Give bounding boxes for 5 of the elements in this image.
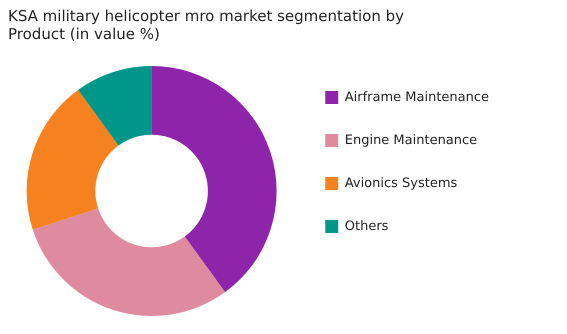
legend-label: Avionics Systems [344, 176, 458, 191]
legend-label: Others [344, 218, 389, 234]
legend-label: Engine Maintenance [344, 132, 478, 148]
legend-label: Airframe Maintenance [344, 90, 490, 105]
chart-title: KSA military helicopter mro market segmentation by Product (in value %) [8, 6, 404, 43]
